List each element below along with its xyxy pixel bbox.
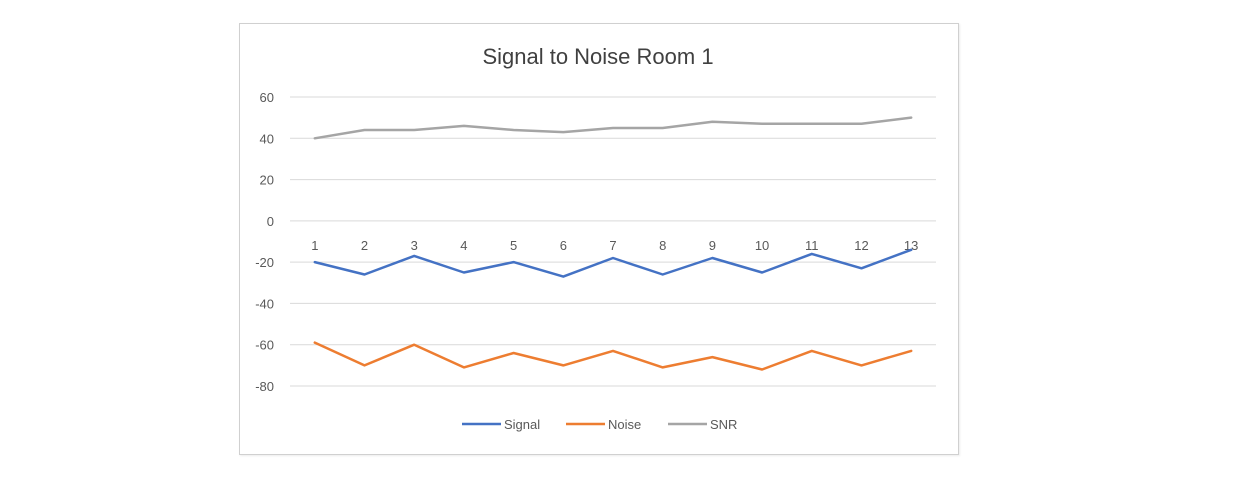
x-tick-label: 12	[854, 238, 868, 253]
y-tick-label: -20	[255, 255, 274, 270]
y-tick-label: -80	[255, 379, 274, 394]
x-tick-label: 3	[411, 238, 418, 253]
chart-frame	[239, 23, 959, 455]
x-tick-label: 6	[560, 238, 567, 253]
y-tick-label: 40	[260, 131, 274, 146]
series-line-noise	[313, 341, 913, 371]
x-tick-label: 1	[311, 238, 318, 253]
series-lines	[313, 116, 913, 371]
series-line-signal	[313, 248, 913, 278]
x-axis-ticks: 1 2 3 4 5 6 7 8 9 10 11 12 13	[311, 238, 918, 253]
y-tick-label: -60	[255, 338, 274, 353]
x-tick-label: 5	[510, 238, 517, 253]
series-line-snr	[313, 116, 913, 140]
legend-label: SNR	[710, 417, 737, 432]
x-tick-label: 11	[805, 238, 819, 253]
y-tick-label: 0	[267, 214, 274, 229]
x-tick-label: 4	[460, 238, 467, 253]
x-tick-label: 8	[659, 238, 666, 253]
y-tick-label: 20	[260, 173, 274, 188]
y-axis-ticks: 60 40 20 0 -20 -40 -60 -80	[255, 90, 274, 394]
y-tick-label: 60	[260, 90, 274, 105]
legend-label: Noise	[608, 417, 641, 432]
x-tick-label: 9	[709, 238, 716, 253]
x-tick-label: 13	[904, 238, 918, 253]
x-tick-label: 7	[609, 238, 616, 253]
x-tick-label: 10	[755, 238, 769, 253]
chart-title: Signal to Noise Room 1	[482, 44, 713, 69]
legend: Signal Noise SNR	[462, 417, 737, 432]
legend-label: Signal	[504, 417, 540, 432]
y-tick-label: -40	[255, 296, 274, 311]
x-tick-label: 2	[361, 238, 368, 253]
